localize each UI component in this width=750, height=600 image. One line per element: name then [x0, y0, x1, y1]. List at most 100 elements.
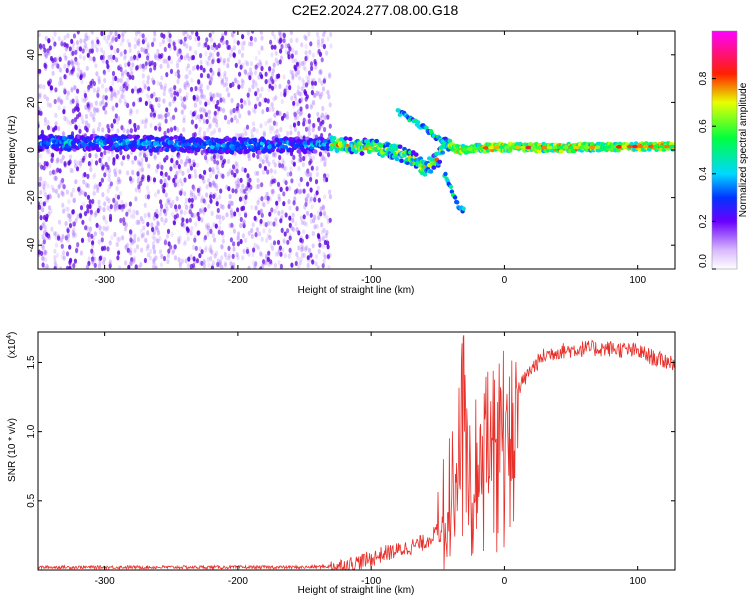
noise-speckle — [272, 159, 276, 165]
noise-speckle — [278, 32, 282, 38]
noise-speckle — [49, 208, 53, 214]
spectrogram-y-label: Frequency (Hz) — [7, 116, 18, 185]
colorbar-gradient — [712, 31, 737, 269]
noise-speckle — [108, 260, 112, 266]
noise-speckle — [259, 31, 263, 35]
noise-speckle — [292, 111, 297, 117]
noise-speckle — [96, 107, 100, 113]
noise-speckle — [59, 158, 63, 164]
noise-speckle — [204, 245, 208, 251]
noise-speckle — [115, 153, 119, 160]
noise-speckle — [156, 48, 160, 55]
noise-speckle — [50, 226, 54, 232]
noise-speckle — [73, 50, 78, 56]
noise-speckle — [306, 181, 310, 187]
noise-speckle — [108, 240, 112, 246]
noise-speckle — [292, 122, 297, 128]
noise-speckle — [253, 36, 257, 43]
noise-speckle — [289, 130, 293, 136]
ridge-mark — [95, 147, 101, 152]
noise-speckle — [129, 229, 133, 235]
noise-speckle — [180, 221, 184, 227]
noise-speckle — [223, 115, 228, 121]
noise-speckle — [206, 61, 210, 67]
noise-speckle — [315, 90, 319, 96]
noise-speckle — [135, 210, 139, 216]
noise-speckle — [231, 33, 235, 39]
noise-speckle — [204, 51, 208, 57]
noise-speckle — [96, 89, 100, 96]
noise-speckle — [325, 50, 329, 56]
noise-speckle — [303, 34, 307, 40]
noise-speckle — [324, 233, 328, 239]
noise-speckle — [160, 216, 164, 222]
noise-speckle — [133, 233, 137, 239]
noise-speckle — [174, 71, 178, 77]
noise-speckle — [159, 41, 163, 47]
noise-speckle — [64, 55, 68, 61]
noise-speckle — [166, 128, 170, 134]
noise-speckle — [113, 91, 117, 97]
noise-speckle — [218, 214, 222, 220]
noise-speckle — [54, 121, 58, 127]
noise-speckle — [101, 99, 105, 105]
noise-speckle — [329, 43, 333, 49]
noise-speckle — [316, 185, 320, 191]
noise-speckle — [62, 109, 66, 115]
noise-speckle — [254, 261, 258, 267]
noise-speckle — [219, 244, 224, 250]
noise-speckle — [238, 211, 242, 217]
noise-speckle — [85, 46, 89, 52]
noise-speckle — [132, 101, 136, 107]
noise-speckle — [202, 237, 206, 243]
noise-speckle — [68, 265, 72, 269]
noise-speckle — [197, 114, 201, 120]
noise-speckle — [194, 50, 198, 56]
noise-speckle — [291, 75, 295, 81]
noise-speckle — [162, 98, 166, 104]
noise-speckle — [290, 159, 294, 165]
noise-speckle — [60, 254, 64, 260]
noise-speckle — [46, 194, 50, 200]
noise-speckle — [151, 226, 155, 232]
noise-speckle — [126, 247, 130, 253]
noise-speckle — [255, 244, 259, 250]
noise-speckle — [242, 40, 246, 46]
noise-speckle — [321, 263, 325, 269]
noise-speckle — [120, 199, 124, 205]
noise-speckle — [293, 126, 297, 132]
noise-speckle — [166, 63, 170, 69]
noise-speckle — [50, 157, 54, 164]
ridge-core — [536, 145, 543, 150]
noise-speckle — [269, 39, 273, 45]
noise-speckle — [49, 55, 54, 62]
x-tick-label: 100 — [629, 275, 646, 286]
noise-speckle — [221, 107, 226, 113]
noise-speckle — [281, 247, 285, 253]
noise-speckle — [301, 245, 305, 252]
noise-speckle — [116, 205, 120, 211]
noise-speckle — [236, 40, 240, 46]
noise-speckle — [54, 87, 58, 93]
noise-speckle — [323, 173, 327, 179]
ridge-core — [520, 145, 527, 150]
noise-speckle — [110, 123, 114, 129]
noise-speckle — [290, 262, 294, 268]
noise-speckle — [185, 91, 189, 97]
noise-speckle — [209, 91, 213, 97]
ridge-core — [616, 145, 622, 149]
noise-speckle — [182, 118, 186, 124]
noise-speckle — [54, 56, 58, 62]
ridge-mark — [111, 137, 117, 142]
noise-speckle — [117, 265, 122, 269]
noise-speckle — [114, 167, 118, 173]
noise-speckle — [244, 69, 248, 75]
noise-speckle — [152, 244, 156, 250]
noise-speckle — [184, 74, 188, 80]
noise-speckle — [65, 265, 69, 269]
noise-speckle — [311, 127, 315, 133]
noise-speckle — [229, 209, 233, 215]
noise-speckle — [162, 33, 166, 39]
noise-speckle — [135, 55, 140, 62]
noise-speckle — [137, 31, 141, 34]
